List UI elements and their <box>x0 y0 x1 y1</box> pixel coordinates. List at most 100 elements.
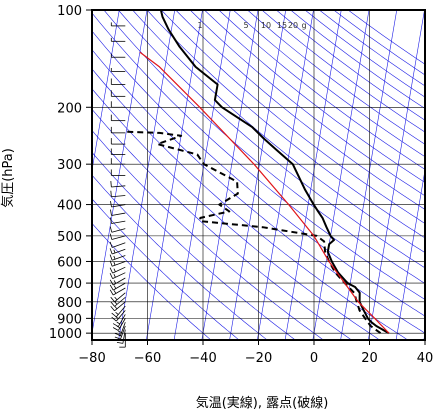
barb-flag <box>113 290 117 294</box>
wind-barb <box>114 325 126 340</box>
barb-flag <box>116 341 123 344</box>
barb-flag <box>109 260 113 267</box>
skewed-isotherm <box>146 10 203 340</box>
x-tick-label: 0 <box>310 351 318 366</box>
barb-flag <box>109 248 113 255</box>
y-tick-label: 900 <box>57 312 82 327</box>
dry-adiabat <box>175 10 425 210</box>
barb-staff <box>112 282 126 291</box>
wind-barb <box>110 209 126 216</box>
wind-barb <box>110 158 126 165</box>
x-tick-label: 20 <box>361 351 378 366</box>
dry-adiabat <box>247 10 425 145</box>
wind-barb <box>110 126 126 134</box>
x-axis-ticks: −80 −60 −40 −20 0 20 40 <box>78 340 433 366</box>
barb-staff <box>112 255 126 261</box>
barb-flag <box>109 241 113 248</box>
barb-flag <box>114 301 118 305</box>
barb-staff <box>112 261 126 267</box>
skewed-isotherm <box>201 10 259 340</box>
wind-barb <box>109 272 126 279</box>
barb-staff <box>111 212 126 216</box>
parcel-line <box>139 51 390 334</box>
barb-flag <box>118 334 122 337</box>
profile-series <box>126 10 390 335</box>
wind-barb <box>110 181 126 188</box>
wind-barb <box>110 22 126 27</box>
barb-staff <box>120 325 126 340</box>
barb-flag <box>109 233 113 240</box>
mixing-ratio-labels: 1 5 10 15 20 g <box>197 21 306 30</box>
x-tick-label: 40 <box>417 351 434 366</box>
barb-staff <box>112 248 126 255</box>
barb-flag <box>110 181 112 188</box>
dry-adiabat <box>189 10 425 197</box>
x-axis-title: 気温(実線), 露点(破線) <box>196 395 329 411</box>
y-tick-label: 700 <box>57 277 82 292</box>
wind-barb <box>110 217 126 224</box>
dry-adiabat <box>103 10 425 284</box>
barb-staff <box>114 301 126 312</box>
barb-flag <box>115 311 119 315</box>
barb-flag <box>109 254 113 261</box>
dry-adiabat <box>132 10 425 254</box>
dry-adiabat <box>232 10 425 158</box>
barb-flag <box>112 327 119 331</box>
dry-adiabat <box>146 10 425 239</box>
y-tick-label: 300 <box>57 158 82 173</box>
dewpoint-line <box>126 130 382 335</box>
wind-barb <box>110 101 126 108</box>
y-tick-label: 400 <box>57 199 82 214</box>
barb-staff <box>111 220 126 224</box>
barb-flag <box>110 201 112 208</box>
barb-flag <box>110 305 115 312</box>
dry-adiabat <box>218 10 425 170</box>
wind-barb <box>110 301 126 312</box>
y-tick-label: 100 <box>57 4 82 19</box>
x-tick-label: −80 <box>78 351 105 366</box>
wind-barb <box>109 266 126 274</box>
barb-flag <box>114 332 121 336</box>
wind-barb <box>110 78 126 85</box>
y-tick-label: 200 <box>57 101 82 116</box>
wind-barb <box>111 305 126 318</box>
mixing-ratio-label: g <box>301 21 306 30</box>
barb-flag <box>109 226 113 233</box>
wind-barb <box>110 68 126 72</box>
barb-flag <box>110 209 112 216</box>
barb-staff <box>111 185 126 188</box>
barb-flag <box>113 268 116 272</box>
barb-staff <box>115 305 126 318</box>
barb-flag <box>109 273 113 279</box>
barb-flag <box>109 267 113 274</box>
barb-flag <box>111 312 117 318</box>
mixing-ratio-label: 20 <box>288 21 298 30</box>
barb-flag <box>110 217 112 224</box>
mixing-ratio-label: 15 <box>277 21 287 30</box>
temperature-line <box>159 10 390 335</box>
wind-barb <box>110 148 126 155</box>
dry-adiabat <box>92 108 352 340</box>
dry-adiabat <box>92 88 380 340</box>
adiabat-lines <box>92 10 425 340</box>
barb-flag <box>113 285 117 289</box>
barb-flag <box>113 255 116 260</box>
wind-barb <box>109 277 126 286</box>
barb-staff <box>120 322 126 336</box>
wind-barb <box>110 190 126 198</box>
dry-adiabat <box>92 151 296 340</box>
y-tick-label: 800 <box>57 296 82 311</box>
barb-flag <box>113 249 116 254</box>
wind-barb <box>112 314 126 327</box>
skewed-isotherm <box>92 10 120 172</box>
skewed-isotherm <box>257 10 314 340</box>
wind-barb <box>109 254 126 261</box>
barb-staff <box>112 266 126 274</box>
barb-staff <box>115 310 126 322</box>
dry-adiabat <box>92 198 240 340</box>
barb-flag <box>109 284 114 291</box>
wind-barb <box>110 114 126 122</box>
wind-barb <box>110 292 126 303</box>
barb-staff <box>114 292 126 303</box>
wind-barb <box>109 260 126 267</box>
